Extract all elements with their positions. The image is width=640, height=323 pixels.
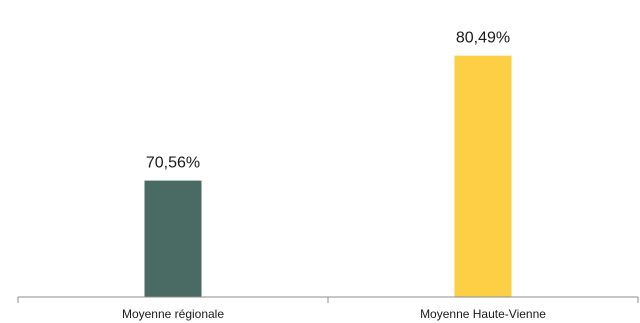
bars-group	[144, 55, 512, 298]
category-label-moyenne-haute-vienne: Moyenne Haute-Vienne	[420, 307, 546, 321]
bar-0	[144, 180, 202, 297]
category-label-moyenne-regionale: Moyenne régionale	[122, 307, 224, 321]
bar-1	[454, 55, 512, 298]
data-label-0: 70,56%	[146, 155, 200, 172]
data-label-1: 80,49%	[456, 30, 510, 47]
data-labels-group: 70,56% 80,49%	[146, 30, 510, 172]
